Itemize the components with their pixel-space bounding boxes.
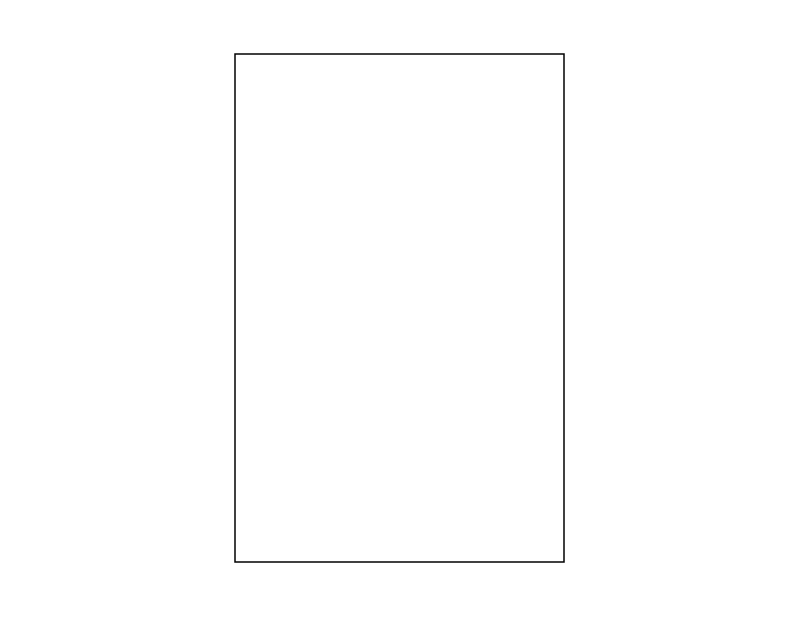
map-frame [234, 53, 565, 563]
